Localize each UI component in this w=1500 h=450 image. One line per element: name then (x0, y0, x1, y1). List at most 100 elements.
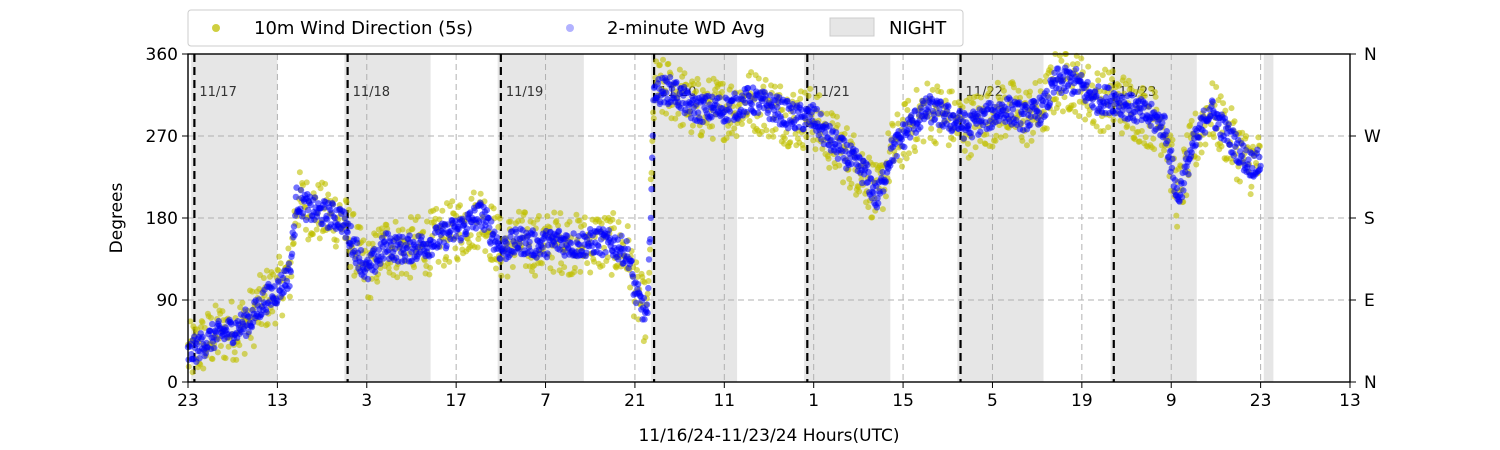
data-point (1089, 82, 1096, 89)
data-point (275, 279, 282, 286)
data-point (302, 216, 310, 224)
data-point (322, 180, 329, 187)
data-point (1236, 178, 1243, 185)
data-point (433, 205, 440, 212)
data-point (418, 233, 425, 240)
data-point (945, 142, 952, 149)
data-point (891, 141, 898, 148)
data-point (1036, 78, 1043, 85)
data-point (870, 189, 877, 197)
data-point (1084, 78, 1091, 86)
data-point (401, 253, 409, 260)
day-label-2: 11/19 (506, 85, 543, 100)
data-point (761, 122, 768, 129)
data-point (1220, 100, 1227, 107)
data-point (1100, 127, 1107, 134)
data-point (938, 89, 945, 96)
data-point (209, 320, 216, 328)
data-point (782, 112, 789, 119)
legend-label-night: NIGHT (889, 18, 947, 39)
data-point (826, 164, 833, 171)
data-point (1225, 121, 1232, 128)
data-point (942, 97, 949, 104)
data-point (236, 342, 243, 349)
data-point (906, 134, 914, 141)
data-point (512, 228, 520, 236)
data-point (360, 237, 367, 244)
data-point (522, 209, 529, 216)
data-point (797, 101, 804, 109)
data-point (688, 129, 695, 136)
data-point (332, 243, 339, 250)
data-point (1026, 121, 1034, 129)
data-point (647, 235, 654, 243)
data-point (483, 207, 490, 214)
data-point (1035, 109, 1043, 116)
data-point (932, 140, 939, 147)
data-point (1090, 118, 1097, 125)
data-point (1019, 137, 1026, 144)
data-point (222, 355, 229, 362)
data-point (779, 106, 786, 113)
data-point (823, 110, 830, 117)
data-point (629, 273, 637, 280)
data-point (516, 240, 523, 247)
data-point (573, 211, 580, 218)
data-point (319, 220, 326, 228)
data-point (885, 130, 892, 137)
data-point (817, 111, 824, 118)
data-point (228, 298, 235, 305)
data-point (1085, 111, 1092, 118)
data-point (344, 229, 351, 236)
night-band-4 (804, 54, 891, 382)
legend-label-wd-avg: 2-minute WD Avg (607, 18, 765, 39)
y-tick-label-3: 270 (146, 127, 178, 147)
x-tick-label-0: 23 (177, 391, 199, 411)
data-point (1254, 146, 1261, 153)
data-point (647, 214, 655, 222)
data-point (1105, 84, 1112, 92)
data-point (663, 89, 670, 96)
data-point (468, 195, 475, 202)
x-tick-label-8: 15 (892, 391, 914, 411)
data-point (675, 110, 682, 117)
data-point (903, 155, 910, 162)
data-point (567, 239, 575, 247)
data-point (1076, 113, 1083, 120)
data-point (288, 250, 296, 258)
data-point (1046, 100, 1054, 107)
data-point (615, 219, 622, 226)
data-point (894, 111, 901, 118)
data-point (716, 94, 723, 101)
data-point (1074, 88, 1082, 96)
data-point (904, 106, 911, 113)
data-point (486, 224, 493, 231)
data-point (723, 135, 730, 142)
data-point (672, 115, 679, 122)
data-point (993, 132, 1000, 139)
data-point (435, 243, 443, 250)
data-point (270, 283, 278, 290)
data-point (1012, 116, 1020, 124)
y-tick-label-1: 90 (156, 291, 178, 311)
x-tick-label-11: 9 (1166, 391, 1177, 411)
data-point (213, 336, 220, 343)
data-point (719, 89, 726, 96)
data-point (202, 349, 210, 357)
data-point (1072, 108, 1079, 115)
data-point (974, 112, 981, 120)
data-point (503, 240, 510, 247)
data-point (784, 97, 791, 105)
data-point (755, 75, 762, 82)
data-point (983, 131, 990, 138)
right-tick-label-1: E (1364, 291, 1375, 311)
data-point (728, 129, 735, 136)
data-point (856, 188, 863, 195)
data-point (435, 258, 442, 265)
data-point (724, 117, 732, 124)
data-point (666, 74, 674, 81)
data-point (269, 308, 276, 315)
data-point (1125, 77, 1132, 84)
data-point (840, 179, 847, 186)
data-point (771, 83, 778, 90)
